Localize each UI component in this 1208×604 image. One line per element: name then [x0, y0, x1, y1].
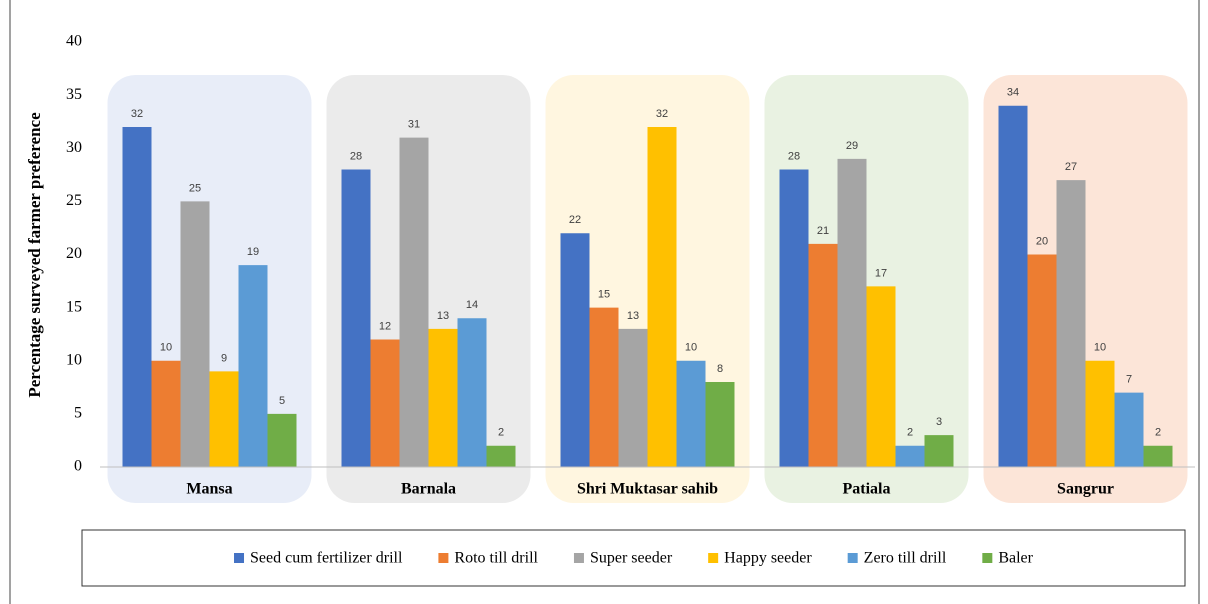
x-tick-label: Shri Muktasar sahib [577, 481, 718, 498]
data-label: 32 [131, 108, 143, 120]
data-label: 31 [408, 119, 420, 131]
legend-label: Super seeder [590, 550, 673, 567]
data-label: 17 [875, 267, 887, 279]
bar [924, 435, 954, 467]
data-label: 25 [189, 182, 201, 194]
bar [428, 328, 458, 467]
data-label: 2 [498, 427, 504, 439]
legend-label: Baler [998, 550, 1033, 567]
data-label: 2 [907, 427, 913, 439]
y-tick-label: 20 [66, 245, 82, 262]
data-label: 20 [1036, 235, 1048, 247]
data-label: 19 [247, 246, 259, 258]
legend-label: Happy seeder [724, 550, 812, 567]
data-label: 13 [437, 310, 449, 322]
bar [341, 169, 371, 467]
data-label: 10 [160, 342, 172, 354]
data-label: 8 [717, 363, 723, 375]
bar [180, 201, 210, 467]
bar [370, 339, 400, 467]
bar [399, 137, 429, 467]
bar [238, 265, 268, 467]
bar [895, 445, 925, 467]
bar [457, 318, 487, 467]
data-label: 28 [350, 150, 362, 162]
bar [647, 127, 677, 467]
x-tick-label: Sangrur [1057, 481, 1114, 498]
bar [618, 328, 648, 467]
data-label: 13 [627, 310, 639, 322]
data-label: 15 [598, 289, 610, 301]
data-label: 10 [685, 342, 697, 354]
bar [837, 158, 867, 467]
legend-swatch [234, 553, 245, 563]
y-tick-label: 30 [66, 139, 82, 156]
legend-swatch [573, 553, 584, 563]
chart-border [9, 0, 1200, 604]
data-label: 5 [279, 395, 285, 407]
data-label: 10 [1094, 342, 1106, 354]
y-axis-label: Percentage surveyed farmer preference [25, 112, 44, 398]
data-label: 3 [936, 416, 942, 428]
legend-swatch [847, 553, 858, 563]
legend-swatch [982, 553, 993, 563]
bar [779, 169, 809, 467]
legend-label: Roto till drill [454, 550, 538, 567]
bar [676, 360, 706, 467]
data-label: 21 [817, 225, 829, 237]
bar [1027, 254, 1057, 467]
data-label: 7 [1126, 374, 1132, 386]
legend-box [81, 529, 1186, 587]
y-tick-label: 10 [66, 351, 82, 368]
bar [998, 105, 1028, 467]
bar [1085, 360, 1115, 467]
bar [705, 382, 735, 467]
bar [151, 360, 181, 467]
data-label: 14 [466, 299, 478, 311]
y-tick-label: 0 [74, 458, 82, 475]
data-label: 22 [569, 214, 581, 226]
y-tick-label: 25 [66, 192, 82, 209]
data-label: 29 [846, 140, 858, 152]
data-label: 2 [1155, 427, 1161, 439]
data-label: 32 [656, 108, 668, 120]
legend-swatch [708, 553, 719, 563]
bar [486, 445, 516, 467]
bar [1143, 445, 1173, 467]
data-label: 12 [379, 320, 391, 332]
data-label: 27 [1065, 161, 1077, 173]
bar [1114, 392, 1144, 467]
data-label: 28 [788, 150, 800, 162]
bar [560, 233, 590, 467]
bar [866, 286, 896, 467]
legend-swatch [438, 553, 449, 563]
bar [589, 307, 619, 467]
y-tick-label: 35 [66, 86, 82, 103]
legend-label: Seed cum fertilizer drill [250, 550, 403, 567]
data-label: 9 [221, 352, 227, 364]
legend-label: Zero till drill [864, 550, 947, 567]
bar [122, 127, 152, 467]
bar [808, 243, 838, 467]
y-tick-label: 5 [74, 405, 82, 422]
bar [1056, 180, 1086, 467]
x-tick-label: Patiala [843, 481, 891, 498]
y-tick-label: 40 [66, 33, 82, 50]
x-tick-label: Barnala [401, 481, 456, 498]
data-label: 34 [1007, 87, 1019, 99]
y-tick-label: 15 [66, 298, 82, 315]
bar [267, 413, 297, 467]
x-tick-label: Mansa [186, 481, 232, 498]
bar [209, 371, 239, 467]
